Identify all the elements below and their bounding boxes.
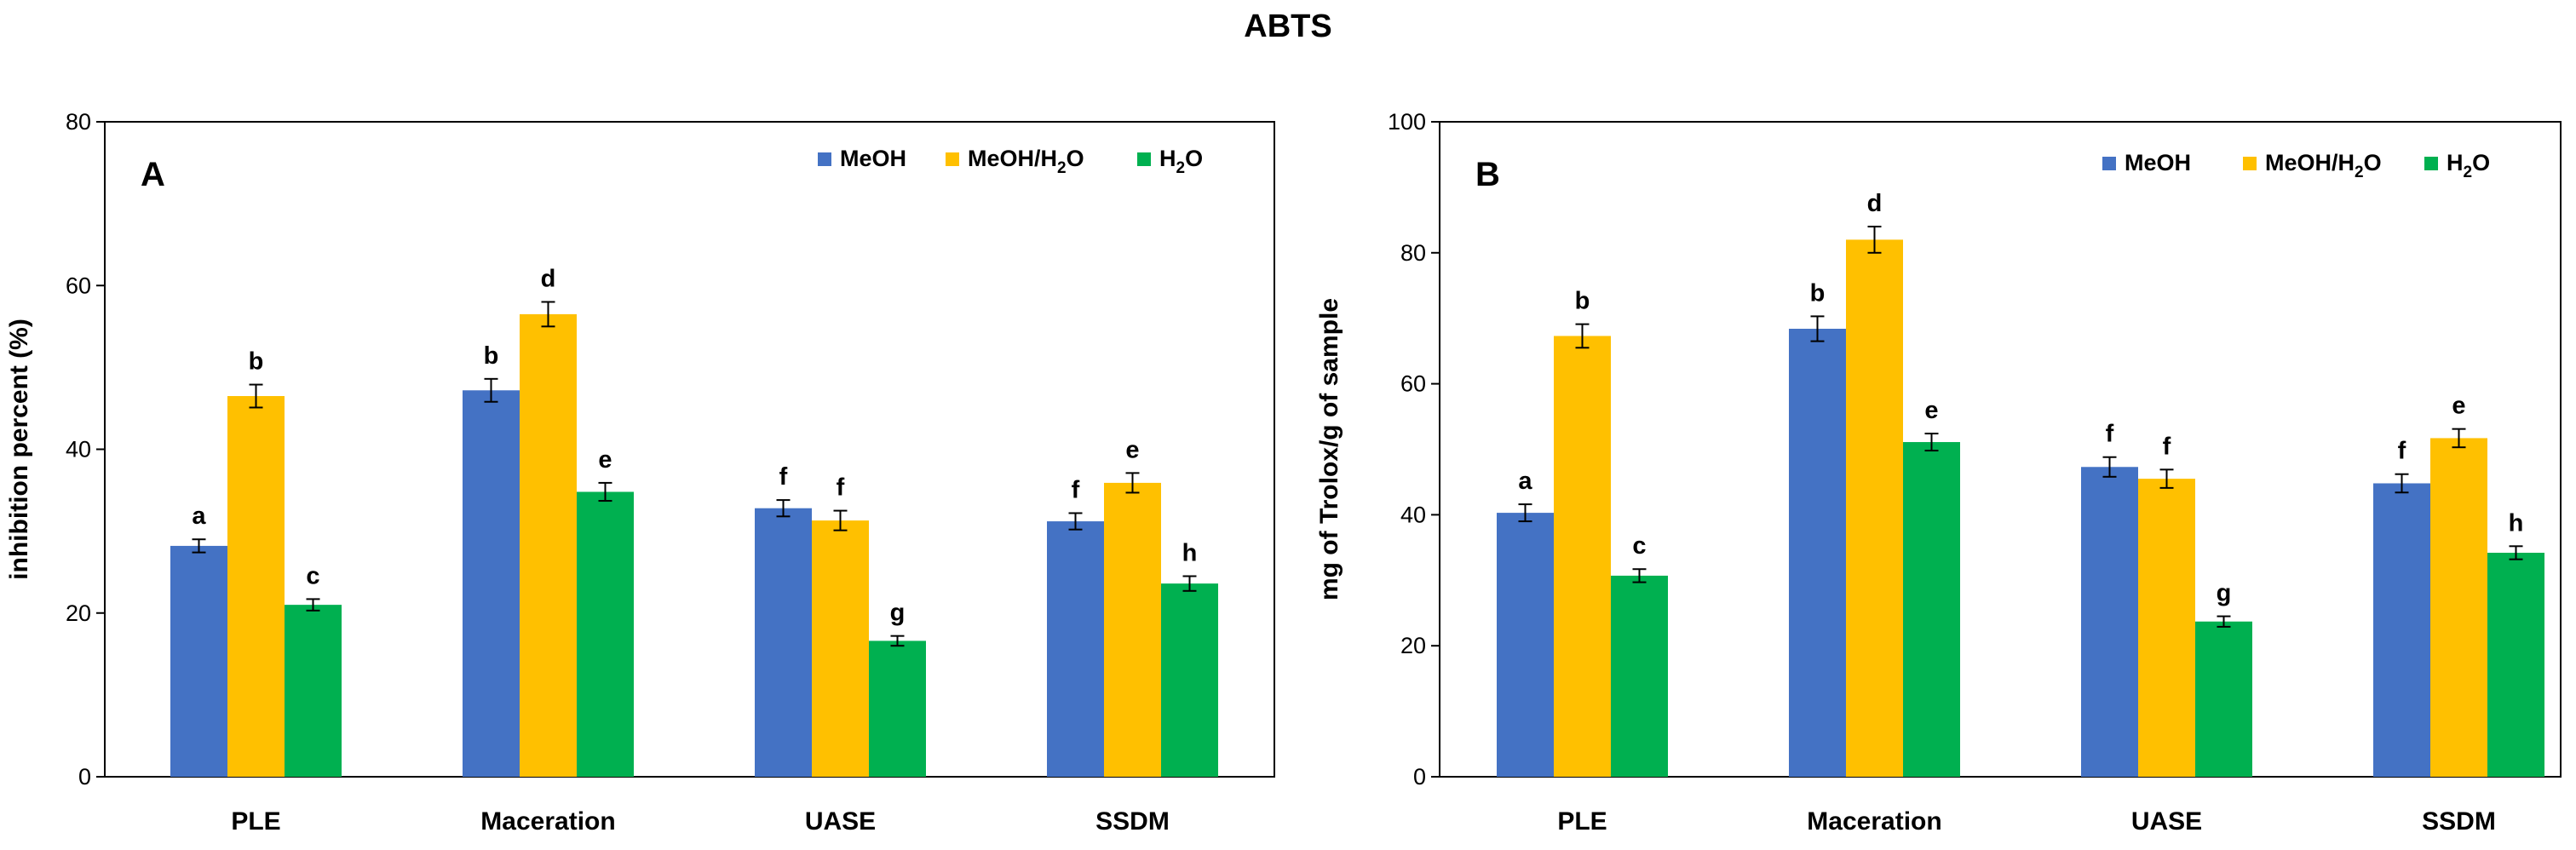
bar xyxy=(520,313,577,777)
bar xyxy=(285,605,342,777)
data-label: e xyxy=(1125,436,1139,463)
data-label: e xyxy=(598,446,612,474)
bar xyxy=(1554,336,1611,777)
data-label: a xyxy=(1518,468,1532,495)
bar xyxy=(463,390,520,777)
x-tick-label: SSDM xyxy=(2422,807,2496,836)
bar xyxy=(1903,442,1960,777)
legend-swatch xyxy=(946,152,959,166)
y-axis-label: inhibition percent (%) xyxy=(5,319,33,580)
legend-swatch xyxy=(2424,157,2438,170)
y-tick-label: 40 xyxy=(66,437,91,462)
data-label: h xyxy=(1182,539,1198,566)
legend-label: MeOH xyxy=(840,146,906,171)
legend-label: H2O xyxy=(2447,150,2490,181)
data-label: a xyxy=(192,503,206,530)
data-label: d xyxy=(1867,190,1883,217)
bar xyxy=(2138,479,2195,777)
bar xyxy=(2373,483,2430,777)
legend-label: H2O xyxy=(1159,146,1203,177)
bar xyxy=(1047,521,1104,777)
data-label: c xyxy=(306,562,319,589)
data-label: f xyxy=(779,463,788,491)
x-tick-label: UASE xyxy=(805,807,876,836)
legend-label: MeOH/H2O xyxy=(968,146,1084,177)
data-label: b xyxy=(249,348,264,376)
data-label: h xyxy=(2509,509,2524,537)
data-label: f xyxy=(837,474,845,502)
legend-swatch xyxy=(2243,157,2257,170)
bar xyxy=(227,396,285,777)
data-label: c xyxy=(1632,532,1646,560)
bar xyxy=(1497,513,1554,777)
bar xyxy=(2430,438,2487,777)
data-label: d xyxy=(541,265,556,292)
data-label: f xyxy=(2106,421,2114,448)
x-tick-label: Maceration xyxy=(1807,807,1941,836)
x-tick-label: SSDM xyxy=(1095,807,1170,836)
y-tick-label: 0 xyxy=(1413,764,1426,790)
bar xyxy=(1846,239,1903,777)
legend-swatch xyxy=(818,152,831,166)
bar xyxy=(1104,482,1161,777)
data-label: f xyxy=(2398,438,2406,465)
data-label: b xyxy=(484,342,499,370)
y-tick-label: 20 xyxy=(66,600,91,626)
panel-label: B xyxy=(1475,156,1500,193)
data-label: g xyxy=(2217,580,2232,607)
bar xyxy=(2081,467,2138,777)
data-label: e xyxy=(2452,393,2465,420)
data-label: f xyxy=(1072,476,1080,503)
x-tick-label: UASE xyxy=(2131,807,2202,836)
bar xyxy=(812,520,869,777)
y-tick-label: 20 xyxy=(1400,633,1426,658)
y-tick-label: 80 xyxy=(1400,240,1426,266)
y-tick-label: 80 xyxy=(66,109,91,135)
plot-area-frame xyxy=(1439,121,2562,778)
chart-panel-a: 0 20 40 60 80 inhibition percent (%) Aa b c PLE b d… xyxy=(5,109,1275,836)
bar xyxy=(170,545,227,777)
y-axis-label: mg of Trolox/g of sample xyxy=(1315,298,1343,600)
bar xyxy=(1611,575,1668,777)
bar xyxy=(577,491,634,777)
data-label: g xyxy=(890,600,906,627)
bar xyxy=(1789,329,1846,777)
x-tick-label: Maceration xyxy=(480,807,615,836)
legend-label: MeOH/H2O xyxy=(2265,150,2382,181)
bar xyxy=(2487,553,2544,777)
legend-label: MeOH xyxy=(2125,150,2191,175)
chart-panel-b: 0 20 40 60 80 100 mg of Trolox/g of sample Ba b c… xyxy=(1315,109,2562,836)
data-label: b xyxy=(1810,279,1826,307)
data-label: b xyxy=(1575,288,1590,315)
bar xyxy=(869,640,926,777)
y-tick-label: 0 xyxy=(78,764,91,790)
data-label: f xyxy=(2163,433,2171,460)
y-tick-label: 60 xyxy=(1400,371,1426,397)
bar xyxy=(755,508,812,777)
y-tick-label: 40 xyxy=(1400,502,1426,527)
legend-swatch xyxy=(1137,152,1151,166)
panel-label: A xyxy=(141,156,165,193)
y-tick-label: 60 xyxy=(66,273,91,298)
x-tick-label: PLE xyxy=(1557,807,1607,836)
bar xyxy=(2195,621,2252,777)
data-label: e xyxy=(1924,397,1938,424)
y-tick-label: 100 xyxy=(1388,109,1426,135)
bar xyxy=(1161,583,1218,777)
x-tick-label: PLE xyxy=(231,807,280,836)
legend-swatch xyxy=(2102,157,2116,170)
figure-title: ABTS xyxy=(1244,9,1332,44)
